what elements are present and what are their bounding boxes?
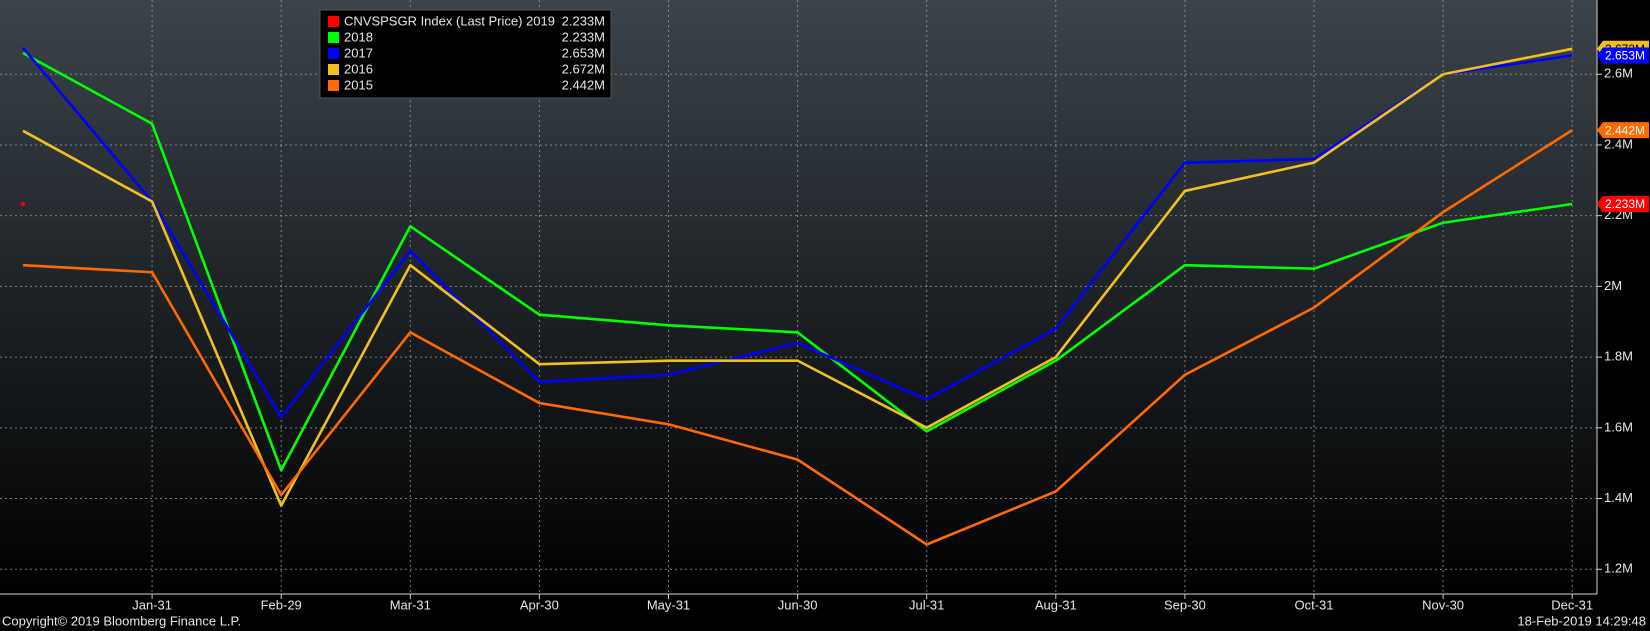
y-tick-label: 2M [1604, 278, 1622, 293]
lines [21, 46, 1573, 546]
y-tick-label: 2.4M [1604, 136, 1633, 151]
series-line [22, 51, 1573, 472]
x-tick-label: Feb-29 [261, 597, 302, 612]
y-tick-label: 1.2M [1604, 561, 1633, 576]
price-tag: 2.653M [1597, 47, 1649, 64]
x-tick-label: Nov-30 [1422, 597, 1464, 612]
plot-background [0, 0, 1597, 594]
y-tick-label: 1.6M [1604, 419, 1633, 434]
series-line [22, 129, 1573, 546]
price-tag: 2.442M [1597, 122, 1649, 139]
copyright: Copyright© 2019 Bloomberg Finance L.P. [2, 613, 241, 628]
legend-value: 2.233M [562, 13, 605, 28]
price-tag-label: 2.233M [1605, 197, 1645, 211]
price-tag-shape [1597, 122, 1649, 139]
legend-swatch [328, 48, 339, 59]
y-tick-label: 1.8M [1604, 349, 1633, 364]
legend-value: 2.233M [562, 29, 605, 44]
series-line [22, 47, 1573, 507]
legend-swatch [328, 32, 339, 43]
legend-swatch [328, 80, 339, 91]
x-tick-label: Aug-31 [1035, 597, 1077, 612]
x-tick-label: Dec-31 [1551, 597, 1593, 612]
legend: CNVSPSGR Index (Last Price) 2019 2.233M 20… [319, 9, 612, 99]
price-tag-label: 2.653M [1605, 49, 1645, 63]
data-point [21, 202, 25, 207]
legend-label: 2018 [344, 29, 373, 44]
x-tick-label: May-31 [647, 597, 690, 612]
series-line [22, 46, 1573, 419]
price-tag: 2.233M [1597, 196, 1649, 213]
y-tick-label: 2.6M [1604, 66, 1633, 81]
x-tick-label: Sep-30 [1164, 597, 1206, 612]
x-tick-label: Jul-31 [909, 597, 944, 612]
price-tag-shape [1597, 196, 1649, 213]
legend-label: 2016 [344, 61, 373, 76]
legend-swatch [328, 64, 339, 75]
price-tag-label: 2.442M [1605, 123, 1645, 137]
legend-label: CNVSPSGR Index (Last Price) 2019 [344, 13, 555, 28]
legend-box [319, 9, 612, 99]
legend-value: 2.442M [562, 77, 605, 92]
x-tick-label: Mar-31 [390, 597, 431, 612]
legend-swatch [328, 16, 339, 27]
x-tick-label: Apr-30 [520, 597, 559, 612]
x-tick-label: Oct-31 [1294, 597, 1333, 612]
legend-label: 2017 [344, 45, 373, 60]
y-tick-label: 1.4M [1604, 490, 1633, 505]
x-tick-label: Jun-30 [778, 597, 818, 612]
legend-value: 2.672M [562, 61, 605, 76]
x-tick-label: Jan-31 [132, 597, 172, 612]
price-tag-shape [1597, 47, 1649, 64]
legend-label: 2015 [344, 77, 373, 92]
legend-value: 2.653M [562, 45, 605, 60]
timestamp: 18-Feb-2019 14:29:48 [1517, 613, 1646, 628]
